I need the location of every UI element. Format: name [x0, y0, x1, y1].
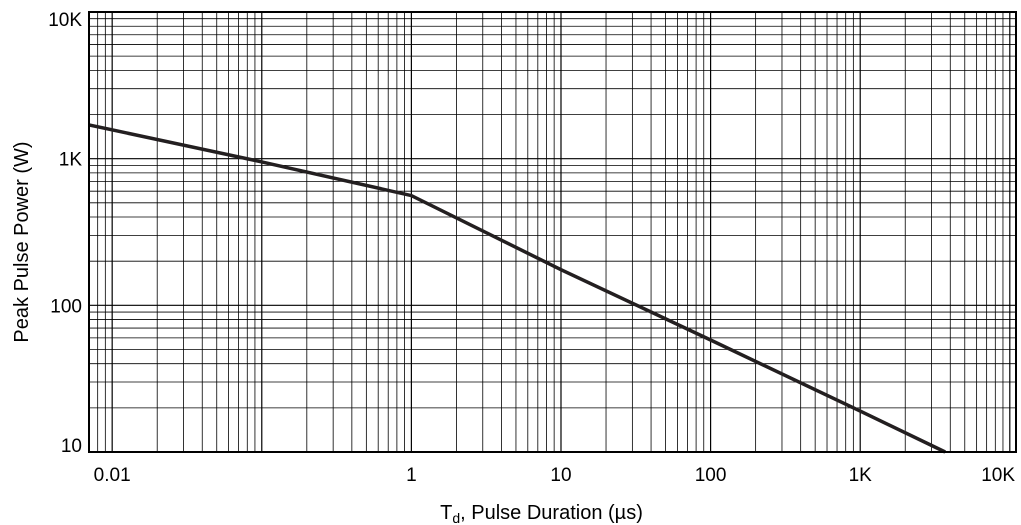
plot-frame [88, 11, 1017, 453]
x-tick-label: 1 [406, 465, 417, 486]
grid-lines [88, 11, 1016, 453]
x-tick-label: 1K [849, 465, 873, 486]
y-tick-label: 100 [50, 296, 82, 317]
x-tick-labels: 0.01 1 10 100 1K 10K [94, 465, 1016, 486]
y-tick-labels: 10 100 1K 10K [48, 10, 82, 457]
y-axis-title: Peak Pulse Power (W) [11, 141, 33, 342]
x-axis-title-main: T [440, 502, 452, 524]
y-tick-label: 10 [61, 436, 82, 457]
x-axis-title-subscript: d [452, 510, 460, 525]
y-tick-label: 10K [48, 10, 82, 31]
x-tick-label: 100 [695, 465, 727, 486]
x-tick-label: 10K [981, 465, 1015, 486]
x-axis-title-rest: , Pulse Duration (µs) [460, 502, 643, 524]
series-group [88, 123, 946, 454]
x-tick-label: 0.01 [94, 465, 131, 486]
series-line-0 [88, 123, 946, 454]
x-tick-label: 10 [550, 465, 571, 486]
y-tick-label: 1K [59, 150, 83, 171]
x-axis-title: Td, Pulse Duration (µs) [440, 502, 643, 525]
